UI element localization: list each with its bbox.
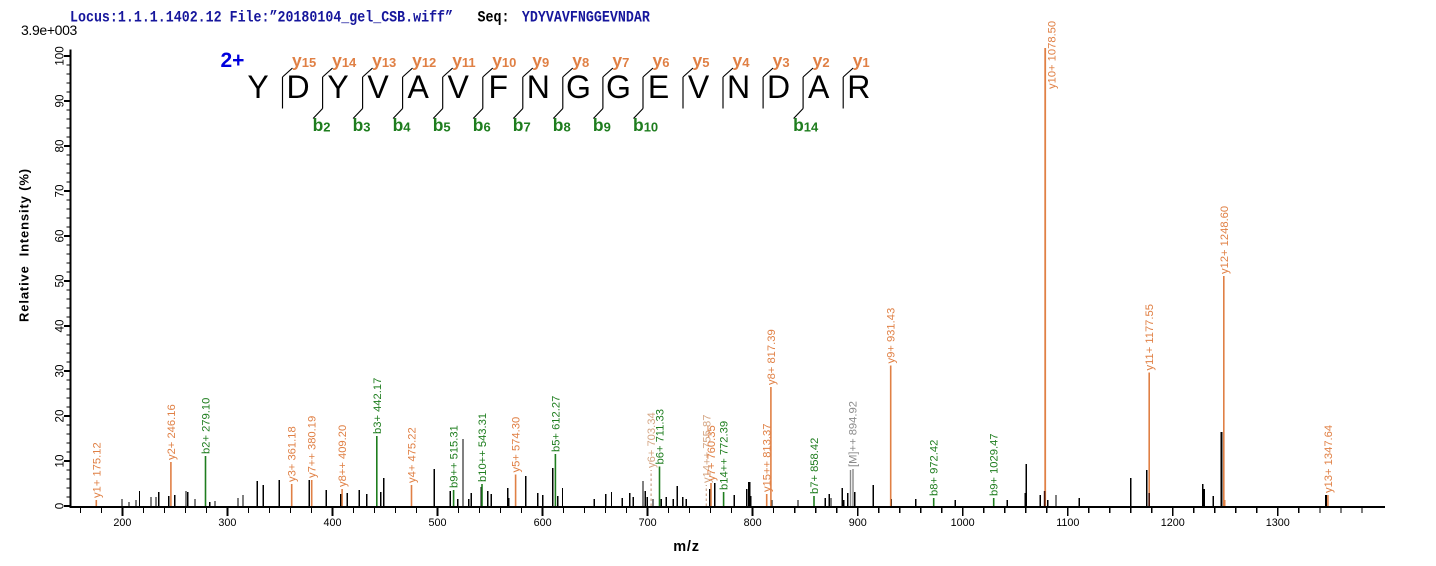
svg-text:b10: b10	[633, 115, 658, 135]
svg-text:y9: y9	[532, 51, 549, 71]
svg-text:1100: 1100	[1056, 517, 1079, 529]
svg-text:1200: 1200	[1161, 517, 1185, 529]
svg-text:D: D	[287, 69, 310, 105]
svg-text:y6: y6	[653, 51, 670, 71]
svg-text:V: V	[688, 69, 710, 105]
svg-text:b3: b3	[353, 115, 371, 135]
svg-text:y7++ 380.19: y7++ 380.19	[307, 416, 319, 478]
svg-text:[M]++ 894.92: [M]++ 894.92	[847, 401, 859, 467]
svg-text:2+: 2+	[221, 49, 245, 72]
svg-text:Seq:: Seq:	[478, 9, 510, 27]
svg-text:y3: y3	[773, 51, 790, 71]
svg-text:20: 20	[54, 410, 67, 423]
svg-text:b9+ 1029.47: b9+ 1029.47	[989, 433, 1001, 496]
svg-text:y7: y7	[612, 51, 629, 71]
svg-text:b6+ 711.33: b6+ 711.33	[655, 409, 667, 464]
svg-text:y14++ 755.87: y14++ 755.87	[701, 415, 713, 483]
svg-text:y7+ 760.35: y7+ 760.35	[706, 425, 718, 481]
svg-text:40: 40	[54, 320, 67, 333]
svg-text:y2: y2	[813, 51, 830, 71]
svg-text:y1: y1	[853, 51, 870, 71]
svg-text:b14: b14	[793, 115, 819, 135]
svg-text:50: 50	[54, 275, 67, 288]
svg-text:V: V	[448, 69, 470, 105]
svg-text:G: G	[606, 69, 631, 105]
svg-text:y6+ 703.34: y6+ 703.34	[646, 412, 658, 468]
svg-text:V: V	[367, 69, 389, 105]
svg-text:Relative Intensity (%): Relative Intensity (%)	[16, 168, 31, 322]
svg-text:y14: y14	[332, 51, 357, 71]
svg-text:900: 900	[849, 517, 867, 529]
svg-text:N: N	[527, 69, 550, 105]
svg-text:y5+ 574.30: y5+ 574.30	[511, 417, 523, 473]
svg-text:90: 90	[54, 95, 67, 108]
svg-text:b9: b9	[593, 115, 611, 135]
svg-text:1000: 1000	[951, 517, 975, 529]
svg-text:80: 80	[54, 140, 67, 153]
svg-text:y3+ 361.18: y3+ 361.18	[287, 426, 299, 482]
svg-text:Locus:1.1.1.1402.12 File:”2018: Locus:1.1.1.1402.12 File:”20180104_gel_C…	[70, 9, 453, 27]
svg-text:y8++ 409.20: y8++ 409.20	[337, 425, 349, 487]
svg-text:A: A	[808, 69, 830, 105]
svg-text:y10: y10	[492, 51, 516, 71]
svg-text:1300: 1300	[1266, 517, 1290, 529]
svg-text:b7+ 858.42: b7+ 858.42	[809, 438, 821, 494]
svg-text:y8+ 817.39: y8+ 817.39	[766, 329, 778, 385]
svg-text:30: 30	[54, 365, 67, 378]
svg-text:m/z: m/z	[673, 539, 700, 555]
svg-text:300: 300	[218, 517, 236, 529]
svg-text:E: E	[648, 69, 669, 105]
svg-text:100: 100	[54, 46, 67, 65]
svg-text:YDYVAVFNGGEVNDAR: YDYVAVFNGGEVNDAR	[522, 9, 650, 27]
svg-text:500: 500	[428, 517, 446, 529]
svg-text:y2+ 246.16: y2+ 246.16	[166, 404, 178, 460]
svg-text:b3+ 442.17: b3+ 442.17	[372, 378, 384, 434]
svg-text:b7: b7	[513, 115, 531, 135]
svg-text:b4: b4	[393, 115, 412, 135]
svg-text:b2: b2	[313, 115, 331, 135]
svg-text:y9+ 931.43: y9+ 931.43	[886, 308, 898, 364]
svg-text:700: 700	[639, 517, 657, 529]
svg-text:y1+ 175.12: y1+ 175.12	[91, 442, 103, 498]
svg-text:N: N	[727, 69, 750, 105]
svg-text:y4: y4	[733, 51, 751, 71]
svg-text:Y: Y	[327, 69, 348, 105]
svg-text:10: 10	[54, 455, 67, 468]
svg-text:y11: y11	[452, 51, 475, 71]
svg-text:0: 0	[54, 503, 67, 509]
svg-text:y10+ 1078.50: y10+ 1078.50	[1047, 21, 1059, 89]
svg-text:600: 600	[534, 517, 552, 529]
svg-text:y8: y8	[572, 51, 589, 71]
svg-text:y13+ 1347.64: y13+ 1347.64	[1323, 425, 1335, 493]
svg-text:y4+ 475.22: y4+ 475.22	[407, 427, 419, 483]
svg-text:70: 70	[54, 185, 67, 198]
svg-text:60: 60	[54, 230, 67, 243]
svg-text:b2+ 279.10: b2+ 279.10	[201, 398, 213, 454]
svg-text:b14++ 772.39: b14++ 772.39	[719, 421, 731, 490]
svg-text:G: G	[566, 69, 591, 105]
svg-text:200: 200	[113, 517, 131, 529]
svg-text:Y: Y	[247, 69, 268, 105]
svg-text:D: D	[767, 69, 790, 105]
svg-text:b8+ 972.42: b8+ 972.42	[929, 440, 941, 496]
svg-text:400: 400	[323, 517, 341, 529]
svg-text:b9++ 515.31: b9++ 515.31	[449, 425, 461, 488]
svg-text:y15: y15	[292, 51, 316, 71]
svg-text:b6: b6	[473, 115, 491, 135]
svg-text:A: A	[408, 69, 430, 105]
svg-text:R: R	[847, 69, 870, 105]
svg-text:F: F	[489, 69, 509, 105]
svg-text:800: 800	[744, 517, 762, 529]
svg-text:b10++ 543.31: b10++ 543.31	[477, 413, 489, 482]
svg-text:y11+ 1177.55: y11+ 1177.55	[1144, 304, 1156, 370]
svg-text:b5: b5	[433, 115, 451, 135]
svg-text:y12: y12	[412, 51, 436, 71]
svg-text:b5+ 612.27: b5+ 612.27	[550, 396, 562, 452]
svg-text:y15++ 813.37: y15++ 813.37	[762, 424, 774, 492]
svg-text:b8: b8	[553, 115, 571, 135]
svg-text:y5: y5	[693, 51, 710, 71]
svg-text:y12+ 1248.60: y12+ 1248.60	[1219, 206, 1231, 274]
svg-text:3.9e+003: 3.9e+003	[21, 22, 78, 38]
svg-text:y13: y13	[372, 51, 396, 71]
